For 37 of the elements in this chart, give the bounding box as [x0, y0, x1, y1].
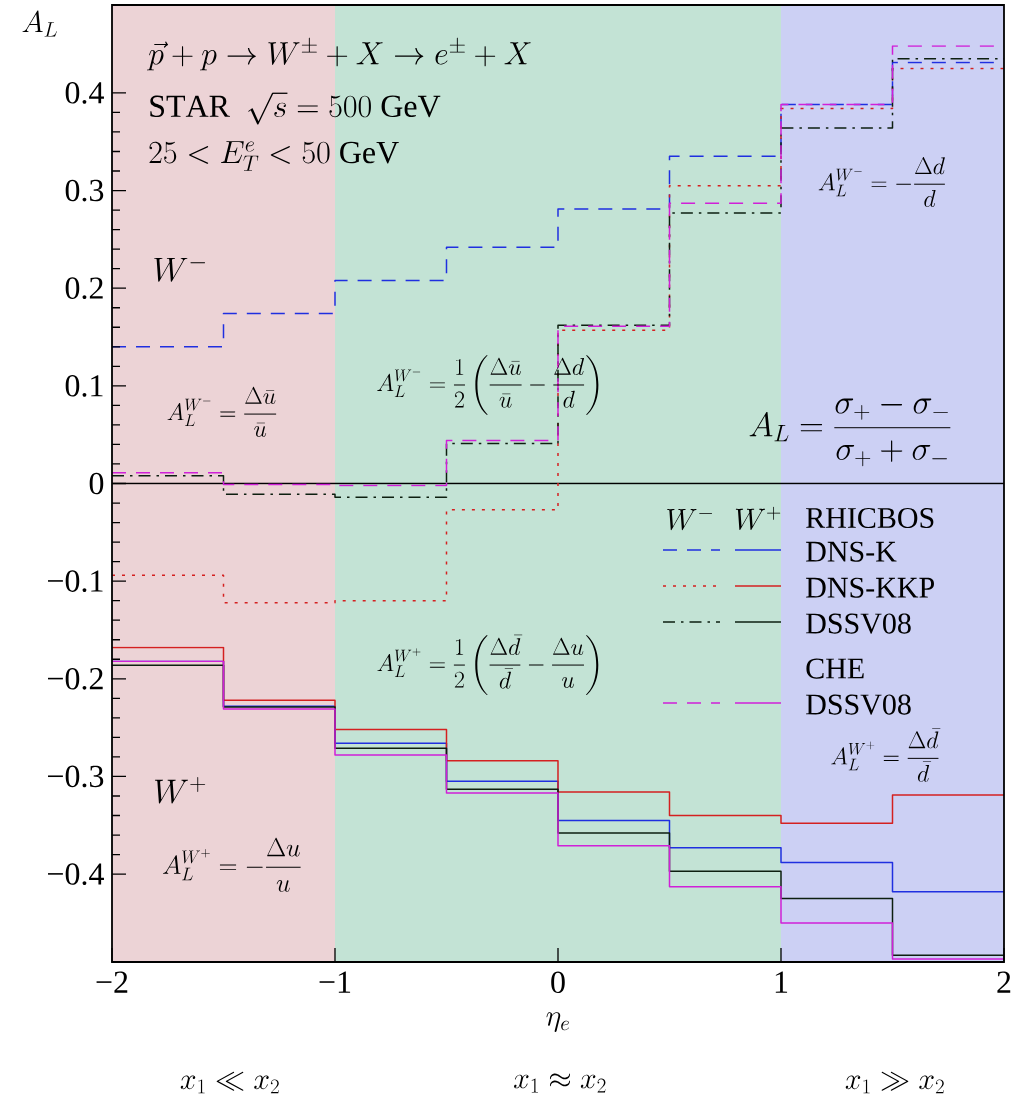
legend-label: DNS-KKP — [806, 577, 934, 598]
x-tick-label: −2 — [96, 971, 128, 993]
y-tick-label: −0.4 — [48, 863, 104, 885]
x-tick-label: 0 — [551, 971, 565, 994]
legend-title: RHICBOS — [806, 507, 934, 529]
annotation: $A_L^{W^-}=\frac{\Delta\bar{u}}{\bar{u}}$ — [167, 386, 277, 437]
x-axis-title: $\eta_e$ — [546, 1012, 570, 1032]
annotation: $A_L^{W^+}=\frac{1}{2}\left(\frac{\Delta\bar{d}}{\bar{d}}-\frac{\Delta u}{u}\right)$ — [377, 634, 599, 695]
legend-label: DNS-K — [806, 541, 897, 562]
annotation: $A_L^{W^-}=-\frac{\Delta d}{d}$ — [818, 157, 945, 207]
x-tick-label: 1 — [775, 971, 788, 993]
y-tick-label: 0.3 — [65, 179, 104, 202]
annotation: $\vec{p}+p\rightarrow W^{\pm}+X\rightarrow e^{\pm}+X$ — [147, 37, 531, 71]
annotation: $\mathrm{STAR}\ \ \sqrt{s}=500\ \mathrm{GeV}$ — [150, 92, 441, 125]
y-tick-label: −0.3 — [48, 765, 104, 788]
y-tick-label: 0.2 — [65, 277, 103, 300]
annotation: $A_L=\frac{\sigma_+-\sigma_-}{\sigma_++\sigma_-}$ — [749, 398, 951, 467]
annotation: $25<E_T^e<50\ \mathrm{GeV}$ — [149, 141, 399, 171]
annotation: $W^-$ — [667, 509, 713, 531]
annotation: $W^-$ — [154, 257, 206, 282]
annotation: $A_L^{W^+}=-\frac{\Delta u}{u}$ — [163, 837, 301, 892]
x-tick-label: −1 — [319, 971, 351, 993]
legend-label: CHE DSSV08 — [806, 658, 911, 715]
annotation: $A_L^{W^+}=\frac{\Delta\bar{d}}{\bar{d}}$ — [831, 727, 941, 782]
text: $x_1 \gg x_2$ — [845, 1071, 944, 1094]
y-tick-label: −0.2 — [48, 667, 103, 690]
y-tick-label: −0.1 — [48, 570, 103, 593]
legend-label: DSSV08 — [806, 613, 911, 634]
y-tick-label: 0.1 — [65, 374, 103, 397]
annotation: $W^+$ — [735, 506, 781, 530]
annotation: $W^+$ — [154, 777, 206, 804]
x-tick-label: 2 — [997, 971, 1011, 993]
y-tick-label: 0.4 — [65, 82, 104, 104]
text: $x_1 \approx x_2$ — [514, 1073, 606, 1093]
y-axis-title: $A_L$ — [22, 10, 57, 37]
text: $x_1 \ll x_2$ — [180, 1071, 279, 1094]
y-tick-label: 0 — [89, 472, 104, 495]
